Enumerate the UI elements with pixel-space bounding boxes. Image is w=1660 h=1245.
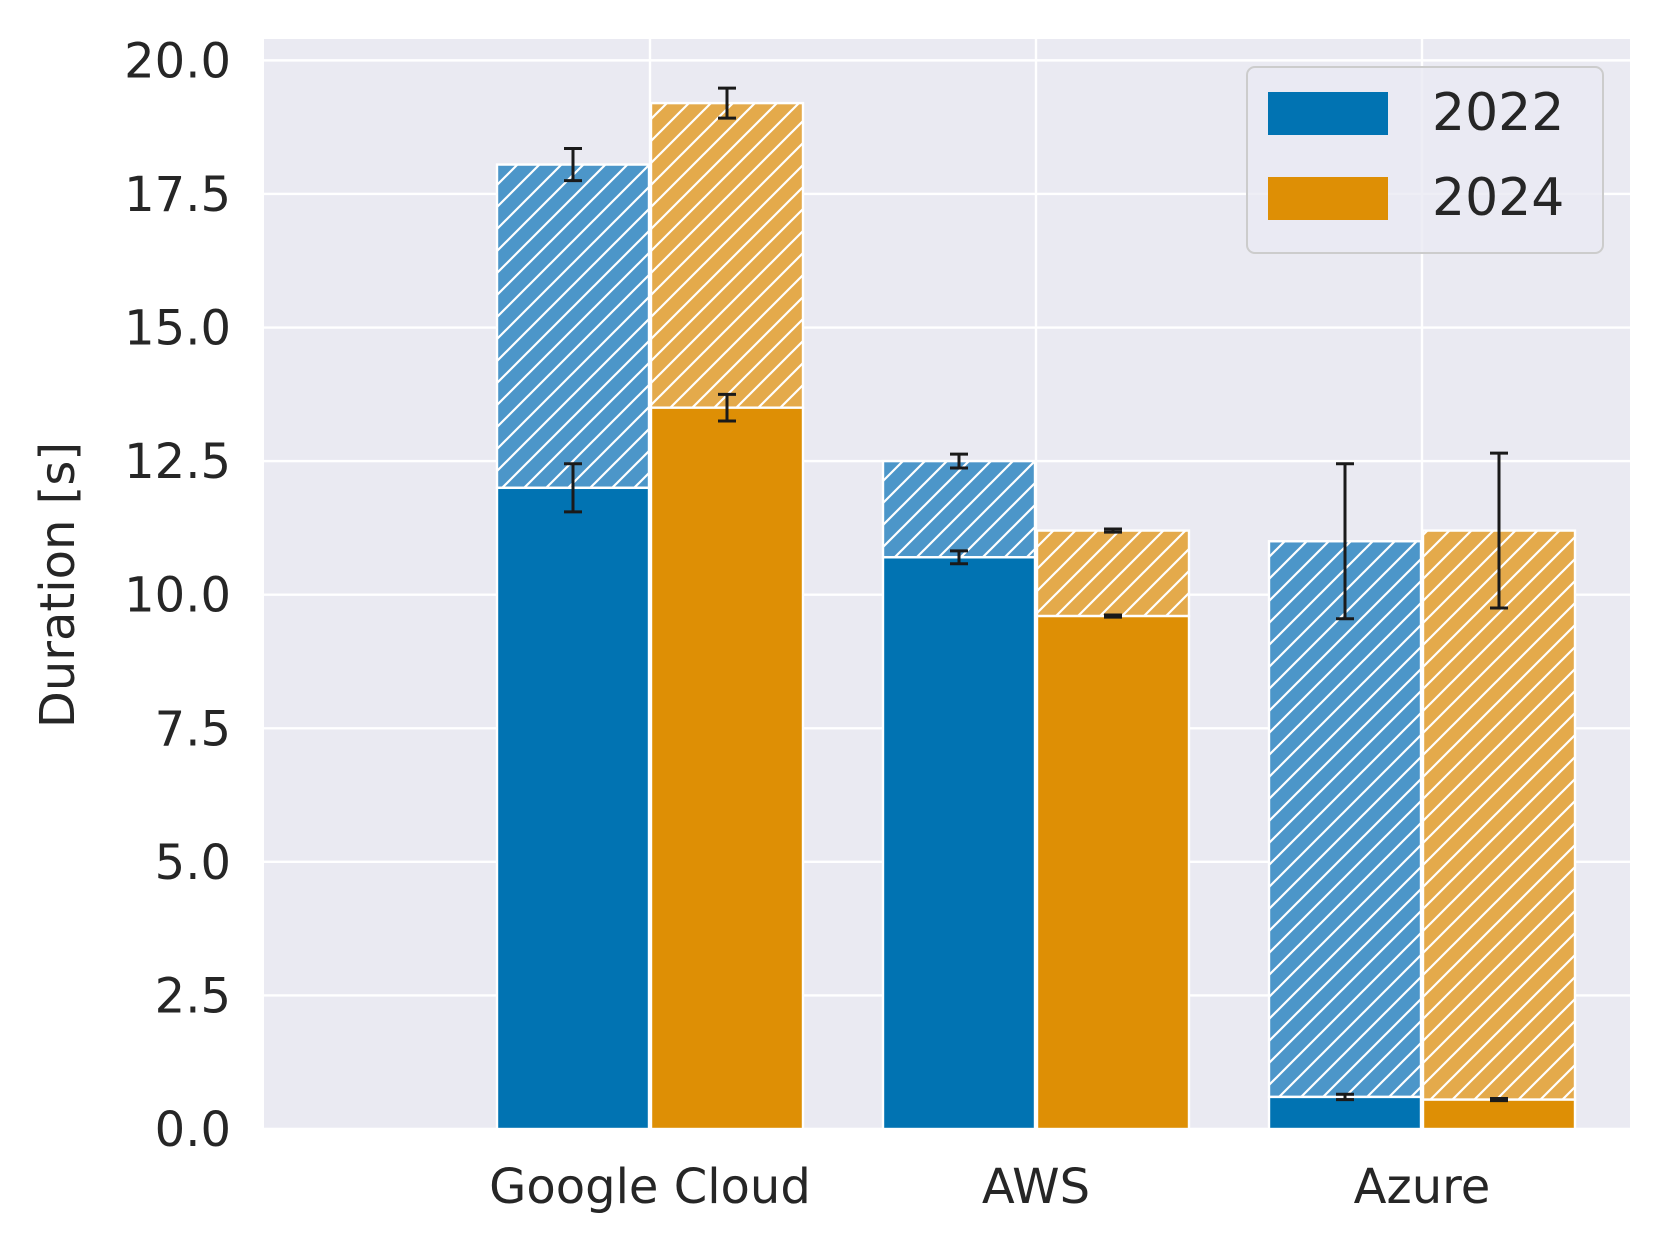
x-tick-labels: Google Cloud AWS Azure bbox=[489, 1159, 1490, 1215]
error-bar-total bbox=[1104, 527, 1122, 534]
y-tick-label: 20.0 bbox=[124, 33, 231, 89]
error-bars bbox=[564, 86, 1508, 1103]
y-tick-label: 5.0 bbox=[155, 835, 231, 891]
y-tick-label: 7.5 bbox=[155, 701, 231, 757]
legend-label: 2022 bbox=[1432, 83, 1564, 143]
error-bar-solid bbox=[718, 392, 736, 423]
bar-hatched-2022 bbox=[881, 459, 1037, 559]
y-tick-label: 10.0 bbox=[124, 568, 231, 624]
y-tick-label: 15.0 bbox=[124, 301, 231, 357]
error-bar-total bbox=[1336, 462, 1354, 621]
y-tick-label: 2.5 bbox=[155, 968, 231, 1024]
error-bar-solid bbox=[1490, 1097, 1508, 1103]
error-bar-total bbox=[1490, 451, 1508, 610]
legend-swatch bbox=[1268, 92, 1388, 135]
bar-solid-2024 bbox=[1421, 1098, 1577, 1131]
bar-solid-2022 bbox=[881, 556, 1037, 1131]
error-bar-total bbox=[950, 452, 968, 470]
y-tick-labels: 0.0 2.5 5.0 7.5 10.0 12.5 15.0 17.5 20.0 bbox=[124, 33, 231, 1158]
bar-hatched-2024 bbox=[1035, 529, 1191, 618]
bar-solid-2024 bbox=[649, 406, 805, 1131]
error-bar-solid bbox=[564, 462, 582, 514]
legend: 2022 2024 bbox=[1246, 66, 1604, 254]
bar-hatched-2022 bbox=[1267, 540, 1423, 1099]
error-bar-solid bbox=[950, 549, 968, 566]
error-bar-total bbox=[718, 86, 736, 120]
x-tick-label: Azure bbox=[1354, 1159, 1491, 1215]
y-tick-label: 0.0 bbox=[155, 1102, 231, 1158]
error-bar-solid bbox=[1336, 1092, 1354, 1102]
y-axis-label: Duration [s] bbox=[30, 442, 86, 728]
x-tick-label: AWS bbox=[982, 1159, 1090, 1215]
y-tick-label: 12.5 bbox=[124, 434, 231, 490]
x-tick-label: Google Cloud bbox=[489, 1159, 811, 1215]
error-bar-total bbox=[564, 147, 582, 183]
bar-hatched-2024 bbox=[649, 101, 805, 409]
bars bbox=[495, 101, 1577, 1131]
bar-solid-2024 bbox=[1035, 614, 1191, 1131]
legend-swatch bbox=[1268, 177, 1388, 220]
bar-hatched-2022 bbox=[495, 163, 651, 490]
bar-solid-2022 bbox=[1267, 1095, 1423, 1131]
y-tick-label: 17.5 bbox=[124, 167, 231, 223]
legend-label: 2024 bbox=[1432, 168, 1564, 228]
bar-solid-2022 bbox=[495, 486, 651, 1131]
bar-hatched-2024 bbox=[1421, 529, 1577, 1101]
error-bar-solid bbox=[1104, 613, 1122, 619]
